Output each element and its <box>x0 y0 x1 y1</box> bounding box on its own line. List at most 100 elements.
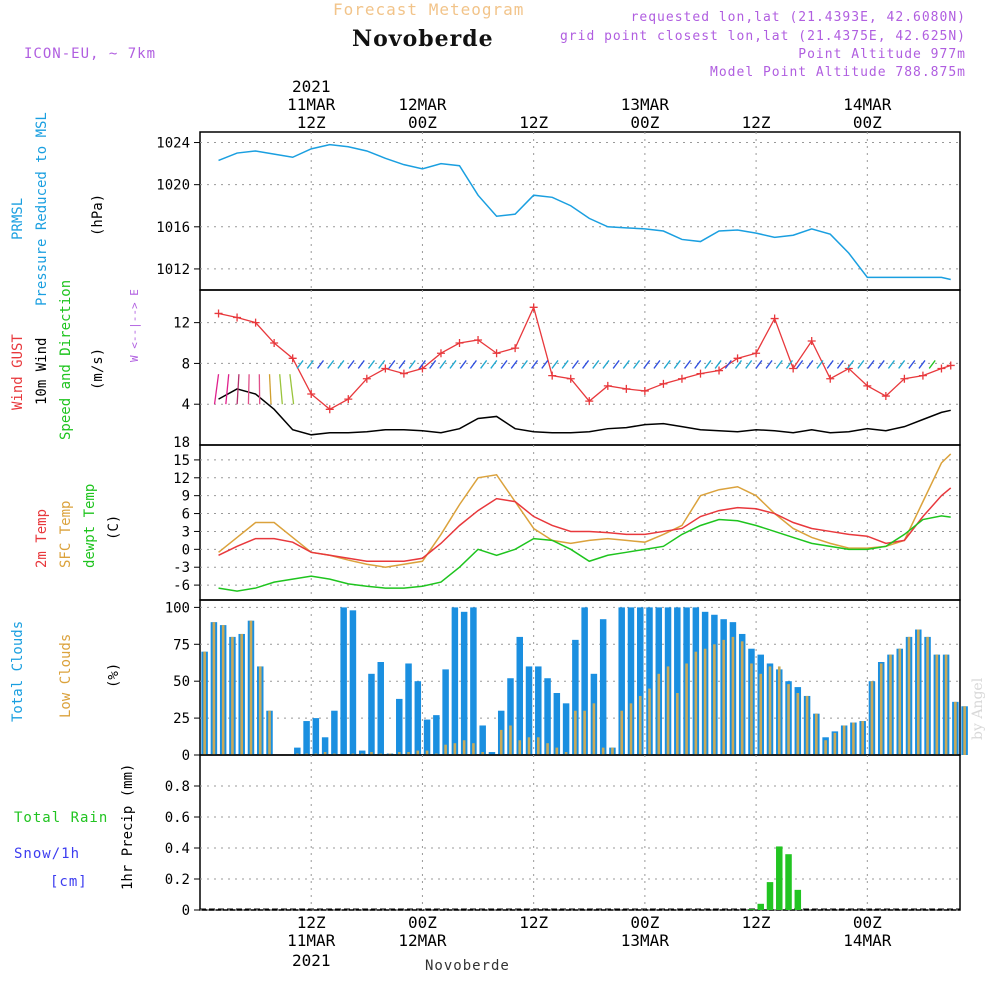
total-cloud-bar <box>460 611 468 755</box>
top-axis-hour: 00Z <box>630 113 659 132</box>
rain-bar <box>794 889 802 910</box>
low-cloud-bar <box>499 729 503 755</box>
y-tick-label: 0.8 <box>165 779 190 795</box>
top-axis-date: 11MAR <box>287 95 336 114</box>
gust-marker <box>399 369 408 378</box>
low-cloud-bar <box>842 725 846 755</box>
low-cloud-bar <box>796 693 800 755</box>
low-cloud-bar <box>833 732 837 755</box>
low-cloud-bar <box>574 710 577 755</box>
rain-bar <box>766 882 774 910</box>
total-cloud-bar <box>572 639 579 755</box>
total-cloud-bar <box>479 725 486 755</box>
low-cloud-bar <box>462 740 466 755</box>
low-cloud-bar <box>740 641 744 755</box>
wind-arrow <box>867 360 875 369</box>
wind-arrow <box>480 360 488 369</box>
gust-marker <box>548 371 557 380</box>
gust-marker <box>307 390 316 399</box>
wind-arrow <box>289 374 295 405</box>
wind-arrow <box>582 360 590 369</box>
model-name: ICON-EU, ~ 7km <box>24 46 157 62</box>
snow-label: Snow/1h <box>14 846 81 862</box>
panel-clouds: 0 25 50 75 100 <box>165 599 968 764</box>
y-tick-label: 8 <box>182 356 190 372</box>
total-cloud-bar <box>451 607 459 755</box>
wind-arrow <box>439 360 447 369</box>
y-tick-label: -3 <box>173 560 190 576</box>
wind-arrow <box>673 360 681 369</box>
low-cloud-bar <box>916 629 920 755</box>
wind-arrow <box>347 360 355 369</box>
rain-label: Total Rain <box>14 810 109 826</box>
gust-marker <box>770 314 779 323</box>
wind-arrow <box>724 360 732 369</box>
wind-arrow <box>268 374 272 405</box>
gust-marker <box>622 384 631 393</box>
total-cloud-bar <box>516 636 523 755</box>
panel-frame <box>199 754 961 911</box>
gust-marker <box>492 349 501 358</box>
y-tick-label: 18 <box>173 435 190 451</box>
low-cloud-bar <box>323 752 327 755</box>
wind-arrow <box>592 360 600 369</box>
low-cloud-bar <box>601 747 605 755</box>
low-cloud-bar <box>583 710 586 755</box>
wind-arrow <box>571 360 579 369</box>
gust-marker <box>807 336 816 345</box>
low-cloud-bar <box>555 747 559 755</box>
wind-arrow <box>775 360 783 369</box>
wind-arrow <box>225 374 230 405</box>
low-cloud-bar <box>685 663 688 755</box>
wind-arrow <box>796 360 804 369</box>
wind-arrow <box>490 360 498 369</box>
y-tick-label: 100 <box>165 600 190 616</box>
gust-marker <box>251 318 260 327</box>
low-cloud-bar <box>397 752 401 755</box>
low-cloud-bar <box>768 666 772 755</box>
low-cloud-bar <box>481 752 484 755</box>
panel-pressure: 1012 1016 1020 1024 <box>156 131 961 291</box>
y-tick-label: 3 <box>182 524 190 540</box>
y-tick-label: 25 <box>173 711 190 727</box>
gust-marker <box>733 354 742 363</box>
gust-marker <box>474 335 483 344</box>
total-cloud-bar <box>535 666 542 755</box>
wind-arrow <box>643 360 651 369</box>
rain-bar <box>785 854 792 910</box>
low-cloud-bar <box>852 722 855 755</box>
top-axis-date: 12MAR <box>398 95 447 114</box>
wind-arrow <box>429 360 437 369</box>
total-cloud-bar <box>599 619 607 755</box>
low-cloud-bar <box>879 663 883 755</box>
low-cloud-bar <box>750 663 753 755</box>
wind-arrow <box>469 360 477 369</box>
low-cloud-bar <box>787 684 790 755</box>
bottom-axis-date: 13MAR <box>621 931 670 950</box>
wind-arrow <box>500 360 508 369</box>
low-cloud-bar <box>536 737 540 755</box>
gust-marker <box>696 369 705 378</box>
gust-marker <box>585 397 594 406</box>
total-cloud-bar <box>674 607 681 755</box>
total-cloud-bar <box>646 607 653 755</box>
total-cloud-bar <box>618 607 625 755</box>
low-cloud-bar <box>824 740 827 755</box>
wind-arrow <box>367 360 375 369</box>
wind-arrow <box>449 360 457 369</box>
low-cloud-bar <box>703 648 707 755</box>
gust-marker <box>436 349 445 358</box>
total-cloud-bar <box>525 666 533 755</box>
low-cloud-bar <box>611 747 614 755</box>
low-cloud-bar <box>249 620 253 755</box>
gust-marker <box>270 339 279 348</box>
wind-arrow <box>755 360 763 369</box>
gust-marker <box>900 374 909 383</box>
gust-marker <box>918 371 927 380</box>
total-cloud-bar <box>368 673 375 755</box>
rain-bar <box>748 909 755 910</box>
top-axis-date: 13MAR <box>621 95 670 114</box>
wind-arrow <box>327 360 335 369</box>
rain-bar <box>776 846 783 910</box>
low-cloud-bar <box>453 743 457 755</box>
